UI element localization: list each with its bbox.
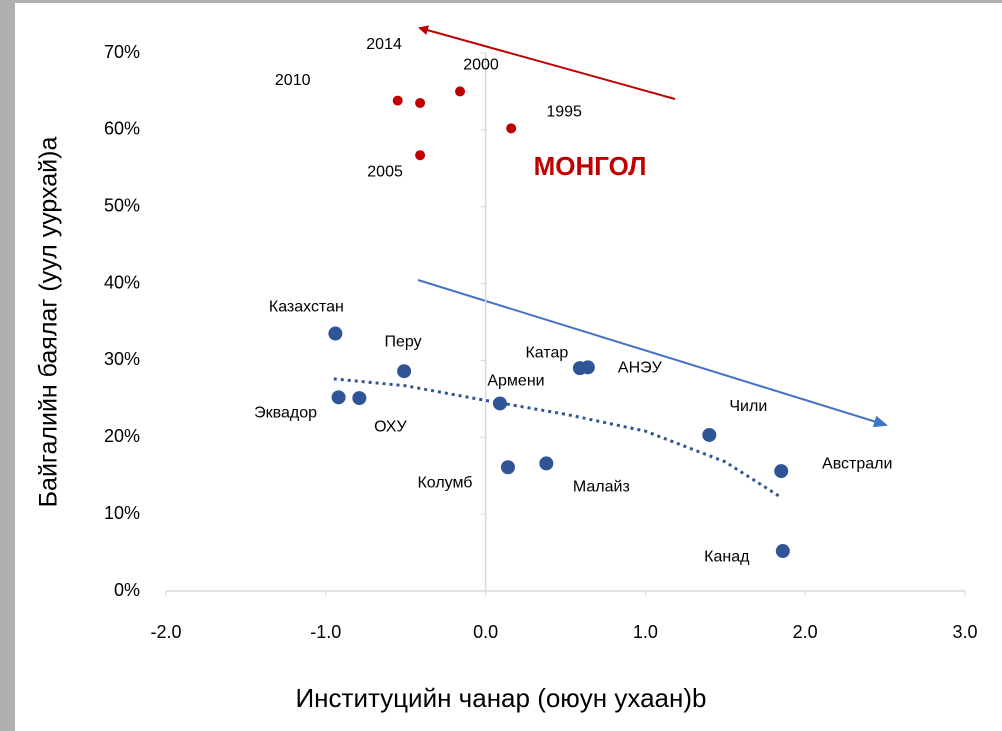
arrow [418, 25, 676, 100]
point-label: Чили [729, 398, 767, 415]
point [352, 391, 367, 406]
point-label: 2010 [275, 72, 311, 89]
y-tick-label: 60% [104, 119, 140, 139]
point-label: Казахстан [269, 299, 344, 316]
y-tick-label: 50% [104, 195, 140, 215]
point-label: Армени [487, 373, 544, 390]
point [506, 123, 517, 134]
y-axis-title: Байгалийн баялаг (уул уурхай)a [35, 137, 63, 508]
point-label: Австрали [822, 455, 892, 472]
point [702, 427, 717, 442]
y-tick-label: 40% [104, 272, 140, 292]
point-label: Канад [704, 548, 750, 565]
point [774, 464, 789, 479]
x-tick-label: -1.0 [310, 622, 341, 642]
y-tick-label: 20% [104, 426, 140, 446]
point [328, 326, 343, 341]
point-label: 1995 [546, 104, 582, 121]
point-label: Перу [385, 333, 422, 350]
point-label: Малайз [573, 479, 630, 496]
point-label: 2005 [367, 163, 403, 180]
y-tick-label: 0% [114, 580, 140, 600]
x-tick-label: 1.0 [633, 622, 658, 642]
point [415, 97, 426, 108]
point-label: 2000 [463, 57, 499, 74]
trendline [333, 377, 781, 498]
point [580, 360, 595, 375]
point [539, 456, 554, 471]
point [775, 544, 790, 559]
point [392, 95, 403, 106]
point [415, 150, 426, 161]
point-label: Колумб [417, 474, 472, 491]
x-tick-label: 3.0 [952, 622, 977, 642]
y-tick-label: 10% [104, 503, 140, 523]
arrow [417, 279, 888, 428]
x-tick-label: -2.0 [150, 622, 181, 642]
point-label: Катар [525, 344, 568, 361]
annotation: МОНГОЛ [534, 151, 647, 181]
y-tick-label: 70% [104, 42, 140, 62]
x-tick-label: 0.0 [473, 622, 498, 642]
point [331, 390, 346, 405]
point-label: Эквадор [254, 405, 317, 422]
point-label: ОХУ [374, 418, 407, 435]
y-tick-label: 30% [104, 349, 140, 369]
point-label: АНЭУ [618, 360, 663, 377]
x-axis-title: Институцийн чанар (оюун ухаан)b [295, 683, 706, 713]
point-label: 2014 [366, 36, 402, 53]
point [397, 364, 412, 379]
x-tick-label: 2.0 [793, 622, 818, 642]
point [500, 460, 515, 475]
point [492, 396, 507, 411]
point [455, 86, 466, 97]
